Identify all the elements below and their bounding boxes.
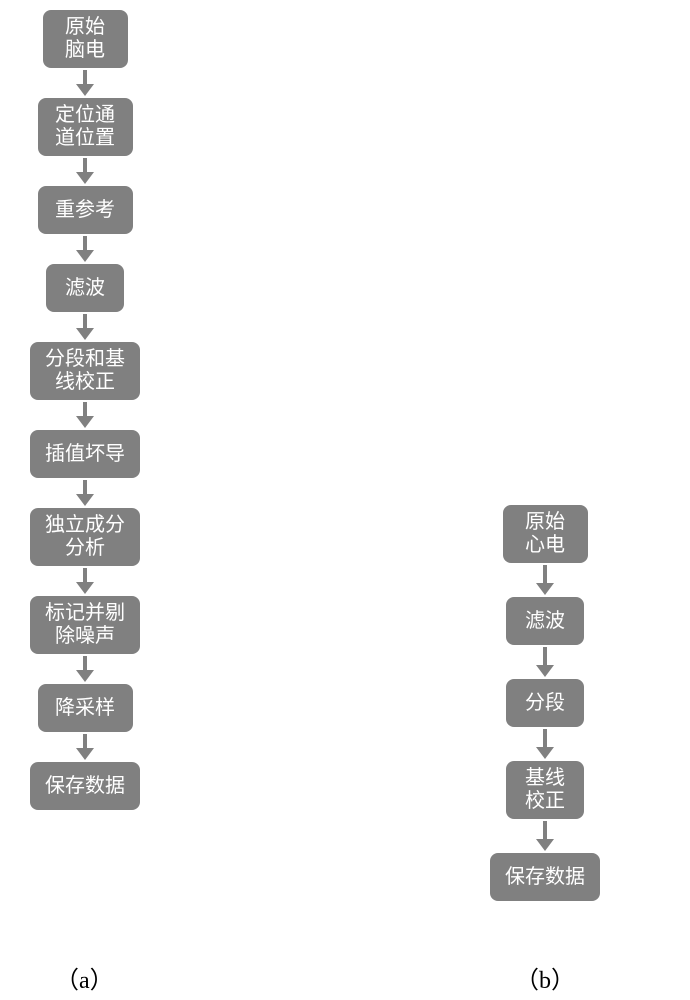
flow-arrow xyxy=(76,480,94,506)
flow-arrow xyxy=(76,734,94,760)
flow-node: 保存数据 xyxy=(490,853,600,901)
flow-node: 保存数据 xyxy=(30,762,140,810)
flow-arrow xyxy=(76,314,94,340)
flow-node: 标记并剔除噪声 xyxy=(30,596,140,654)
flow-arrow xyxy=(536,647,554,677)
flow-node: 分段和基线校正 xyxy=(30,342,140,400)
flow-node: 降采样 xyxy=(38,684,133,732)
flow-node: 插值坏导 xyxy=(30,430,140,478)
flow-arrow xyxy=(76,70,94,96)
flow-arrow xyxy=(536,729,554,759)
flow-arrow xyxy=(76,568,94,594)
flow-node: 定位通道位置 xyxy=(38,98,133,156)
flow-node: 基线校正 xyxy=(506,761,584,819)
flow-arrow xyxy=(76,402,94,428)
flow-arrow xyxy=(536,821,554,851)
flow-column-b: 原始心电滤波分段基线校正保存数据 xyxy=(490,505,600,901)
flow-column-a: 原始脑电定位通道位置重参考滤波分段和基线校正插值坏导独立成分分析标记并剔除噪声降… xyxy=(30,10,140,810)
flow-node: 重参考 xyxy=(38,186,133,234)
flow-node: 原始心电 xyxy=(503,505,588,563)
flow-node: 独立成分分析 xyxy=(30,508,140,566)
flow-arrow xyxy=(76,656,94,682)
column-caption-b: （b） xyxy=(515,960,575,995)
flow-node: 滤波 xyxy=(506,597,584,645)
flow-arrow xyxy=(76,236,94,262)
column-caption-a: （a） xyxy=(55,960,114,995)
flow-arrow xyxy=(76,158,94,184)
flow-node: 滤波 xyxy=(46,264,124,312)
flow-arrow xyxy=(536,565,554,595)
flow-node: 分段 xyxy=(506,679,584,727)
flow-node: 原始脑电 xyxy=(43,10,128,68)
